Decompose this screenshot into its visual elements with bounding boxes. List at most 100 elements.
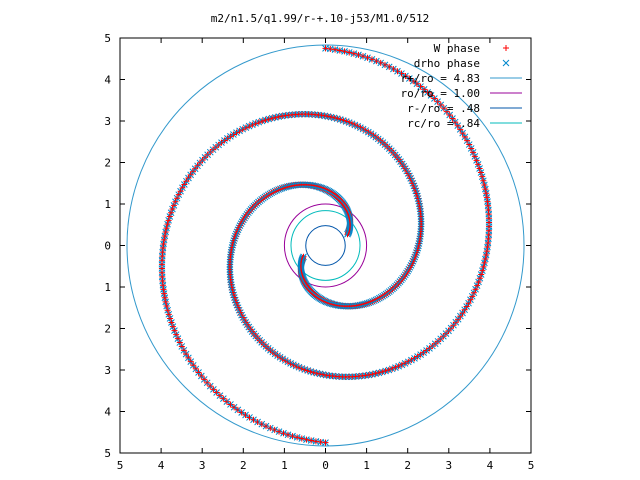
radius-circles (126, 44, 525, 447)
w-phase-point (368, 56, 375, 63)
w-phase-point (417, 351, 424, 358)
w-phase-point (230, 131, 237, 138)
w-phase-point (336, 47, 343, 54)
x-tick-label: 0 (322, 459, 329, 472)
w-phase-point (282, 357, 289, 364)
w-phase-point (446, 112, 453, 119)
w-phase-point (332, 46, 339, 53)
w-phase-point (483, 194, 490, 201)
w-phase-point (161, 290, 168, 297)
x-tick-label: 2 (404, 459, 411, 472)
w-phase-point (484, 198, 491, 205)
w-phase-point (234, 406, 241, 413)
w-phase-point (482, 256, 489, 263)
w-phase-point (362, 127, 369, 134)
w-phase-point (437, 101, 444, 108)
w-phase-point (192, 165, 199, 172)
w-phase-point (161, 294, 168, 301)
w-phase-point (192, 365, 199, 372)
w-phase-point (195, 369, 202, 376)
w-phase-point (417, 83, 424, 90)
x-tick-label: 1 (363, 459, 370, 472)
x-tick-label: 1 (281, 459, 288, 472)
w-phase-point (198, 372, 205, 379)
x-tick-label: 3 (199, 459, 206, 472)
w-phase-point (434, 98, 441, 105)
w-phase-point (413, 80, 420, 87)
x-tick-label: 2 (240, 459, 247, 472)
data-points (158, 45, 510, 446)
w-phase-point (428, 92, 435, 99)
w-phase-point (167, 315, 174, 322)
w-phase-point (452, 119, 459, 126)
w-phase-point (282, 112, 289, 119)
w-phase-point (459, 310, 466, 317)
w-phase-point (457, 126, 464, 133)
radius-circle (305, 225, 346, 266)
y-tick-label: 3 (104, 115, 111, 128)
x-tick-label: 4 (158, 459, 165, 472)
w-phase-point (440, 105, 447, 112)
w-phase-point (233, 129, 240, 136)
w-phase-point (479, 267, 486, 274)
w-phase-point (162, 228, 169, 235)
w-phase-point (477, 169, 484, 176)
w-phase-point (481, 259, 488, 266)
w-phase-point (483, 190, 490, 197)
w-phase-point (452, 319, 459, 326)
w-phase-point (303, 436, 310, 443)
w-phase-point (483, 248, 490, 255)
w-phase-point (163, 225, 170, 232)
y-tick-label: 2 (104, 323, 111, 336)
w-phase-point (481, 181, 488, 188)
w-phase-point (220, 395, 227, 402)
w-phase-point (204, 379, 211, 386)
y-tick-label: 5 (104, 32, 111, 45)
w-phase-point (503, 45, 509, 51)
w-phase-point (210, 386, 217, 393)
w-phase-point (365, 371, 372, 378)
w-phase-point (213, 389, 220, 396)
y-tick-label: 0 (104, 240, 111, 253)
w-phase-point (207, 383, 214, 390)
y-tick-label: 5 (104, 447, 111, 460)
w-phase-point (223, 398, 230, 405)
w-phase-point (190, 362, 197, 369)
w-phase-point (164, 221, 171, 228)
w-phase-point (187, 171, 194, 178)
x-tick-label: 5 (117, 459, 124, 472)
y-tick-label: 3 (104, 364, 111, 377)
y-tick-label: 4 (104, 74, 111, 87)
w-phase-point (479, 173, 486, 180)
y-tick-label: 1 (104, 281, 111, 294)
legend: W phase drho phase r+/ro = 4.83 ro/ro = … (401, 42, 522, 130)
legend-label-ro: ro/ro = 1.00 (401, 87, 480, 100)
w-phase-point (485, 202, 492, 209)
w-phase-point (165, 311, 172, 318)
w-phase-point (360, 126, 367, 133)
w-phase-point (482, 186, 489, 193)
w-phase-point (189, 168, 196, 175)
w-phase-point (322, 45, 329, 52)
legend-swatches (490, 77, 522, 124)
radius-circle (283, 203, 368, 288)
w-phase-point (480, 177, 487, 184)
w-phase-point (308, 437, 315, 444)
w-phase-point (355, 51, 362, 58)
x-tick-label: 5 (528, 459, 535, 472)
w-phase-point (165, 217, 172, 224)
w-phase-point (484, 244, 491, 251)
w-phase-point (455, 316, 462, 323)
plot-frame (119, 37, 532, 454)
x-tick-label: 4 (487, 459, 494, 472)
w-phase-point (163, 303, 170, 310)
legend-label-w-phase: W phase (434, 42, 480, 55)
x-tick-label: 3 (445, 459, 452, 472)
legend-label-rc: rc/ro = .84 (407, 117, 480, 130)
w-phase-point (364, 54, 371, 61)
drho-phase-point (502, 59, 510, 67)
w-phase-point (276, 428, 283, 435)
w-phase-point (284, 358, 291, 365)
